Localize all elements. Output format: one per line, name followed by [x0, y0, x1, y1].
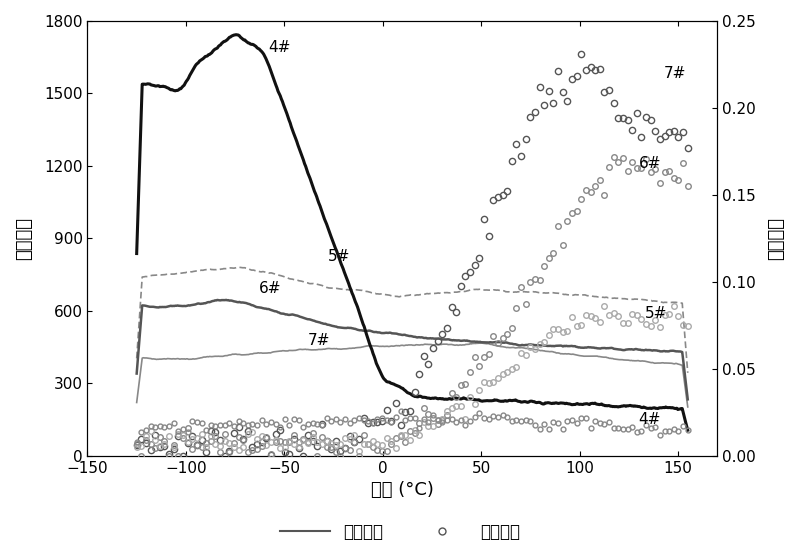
- Y-axis label: 介电常数: 介电常数: [15, 217, 33, 260]
- Text: 7#: 7#: [664, 66, 686, 80]
- X-axis label: 温度 (°C): 温度 (°C): [371, 481, 434, 499]
- Text: 4#: 4#: [638, 412, 661, 427]
- Text: 6#: 6#: [638, 156, 661, 171]
- Text: 7#: 7#: [308, 333, 330, 348]
- Legend: 介电损耗, 介电常数: 介电损耗, 介电常数: [274, 517, 526, 548]
- Text: 6#: 6#: [258, 281, 282, 296]
- Text: 5#: 5#: [327, 249, 350, 264]
- Text: 5#: 5#: [645, 306, 667, 321]
- Text: 4#: 4#: [269, 40, 291, 55]
- Y-axis label: 介电损耗: 介电损耗: [767, 217, 785, 260]
